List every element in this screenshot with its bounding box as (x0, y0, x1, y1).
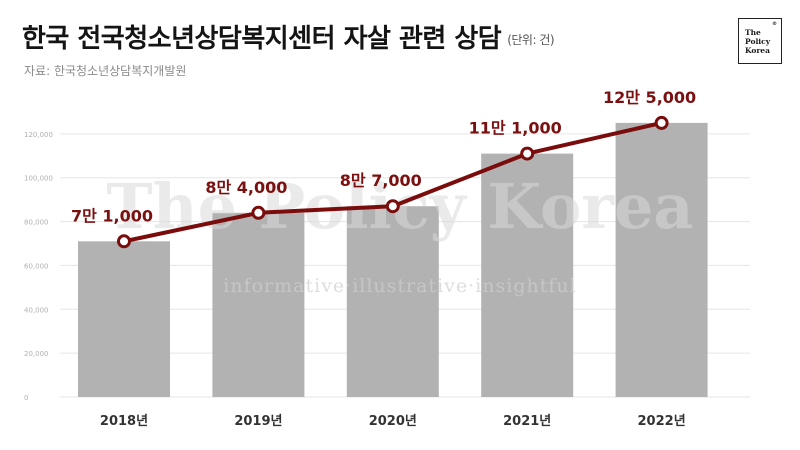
data-point (520, 146, 535, 161)
x-tick-label: 2022년 (638, 414, 686, 429)
data-point (251, 205, 266, 220)
bars (78, 122, 708, 398)
x-tick-label: 2018년 (100, 414, 148, 429)
logo-line-1: The (745, 28, 761, 37)
data-label: 8만 7,000 (340, 171, 422, 190)
bar (78, 241, 170, 397)
y-tick-label: 80,000 (24, 219, 49, 227)
x-tick-label: 2021년 (503, 414, 551, 429)
y-tick-label: 120,000 (24, 131, 53, 139)
data-point (385, 199, 400, 214)
bar (212, 212, 305, 397)
data-point (117, 234, 131, 249)
trend-line (117, 115, 669, 249)
data-label: 11만 1,000 (469, 119, 562, 138)
data-label: 7만 1,000 (71, 206, 153, 225)
y-tick-label: 0 (24, 394, 28, 402)
y-axis-ticks: 0 20,000 40,000 60,000 80,000 100,000 120,000 (24, 131, 53, 402)
source-note: 자료: 한국청소년상담복지개발원 (24, 64, 187, 78)
data-label: 12만 5,000 (603, 88, 696, 107)
bar (346, 206, 439, 397)
x-tick-label: 2019년 (234, 414, 282, 429)
watermark-main: The Policy Korea (106, 170, 693, 243)
data-label: 8만 4,000 (205, 178, 287, 197)
data-point (654, 115, 669, 130)
y-tick-label: 100,000 (24, 175, 53, 183)
bar (615, 122, 708, 398)
x-axis-ticks: 2018년 2019년 2020년 2021년 2022년 (100, 414, 686, 429)
watermark: The Policy Korea informative·illustrativ… (106, 170, 693, 297)
y-tick-label: 40,000 (24, 306, 49, 314)
unit-label: (단위: 건) (507, 33, 555, 47)
y-tick-label: 60,000 (24, 262, 49, 270)
data-labels: 7만 1,000 8만 4,000 8만 7,000 11만 1,000 12만 5,0… (71, 88, 696, 225)
chart-title: 한국 전국청소년상담복지센터 자살 관련 상담 (단위: 건) (22, 18, 555, 55)
y-tick-label: 20,000 (24, 350, 49, 358)
watermark-tagline: informative·illustrative·insightful (223, 275, 576, 297)
x-tick-label: 2020년 (369, 414, 417, 429)
logo-line-3: Korea (745, 46, 770, 55)
brand-logo: ® The Policy Korea (738, 18, 782, 64)
chart-title-text: 한국 전국청소년상담복지센터 자살 관련 상담 (22, 24, 502, 54)
bar (481, 153, 574, 397)
logo-line-2: Policy (745, 37, 771, 46)
logo-registered-mark: ® (772, 21, 777, 27)
